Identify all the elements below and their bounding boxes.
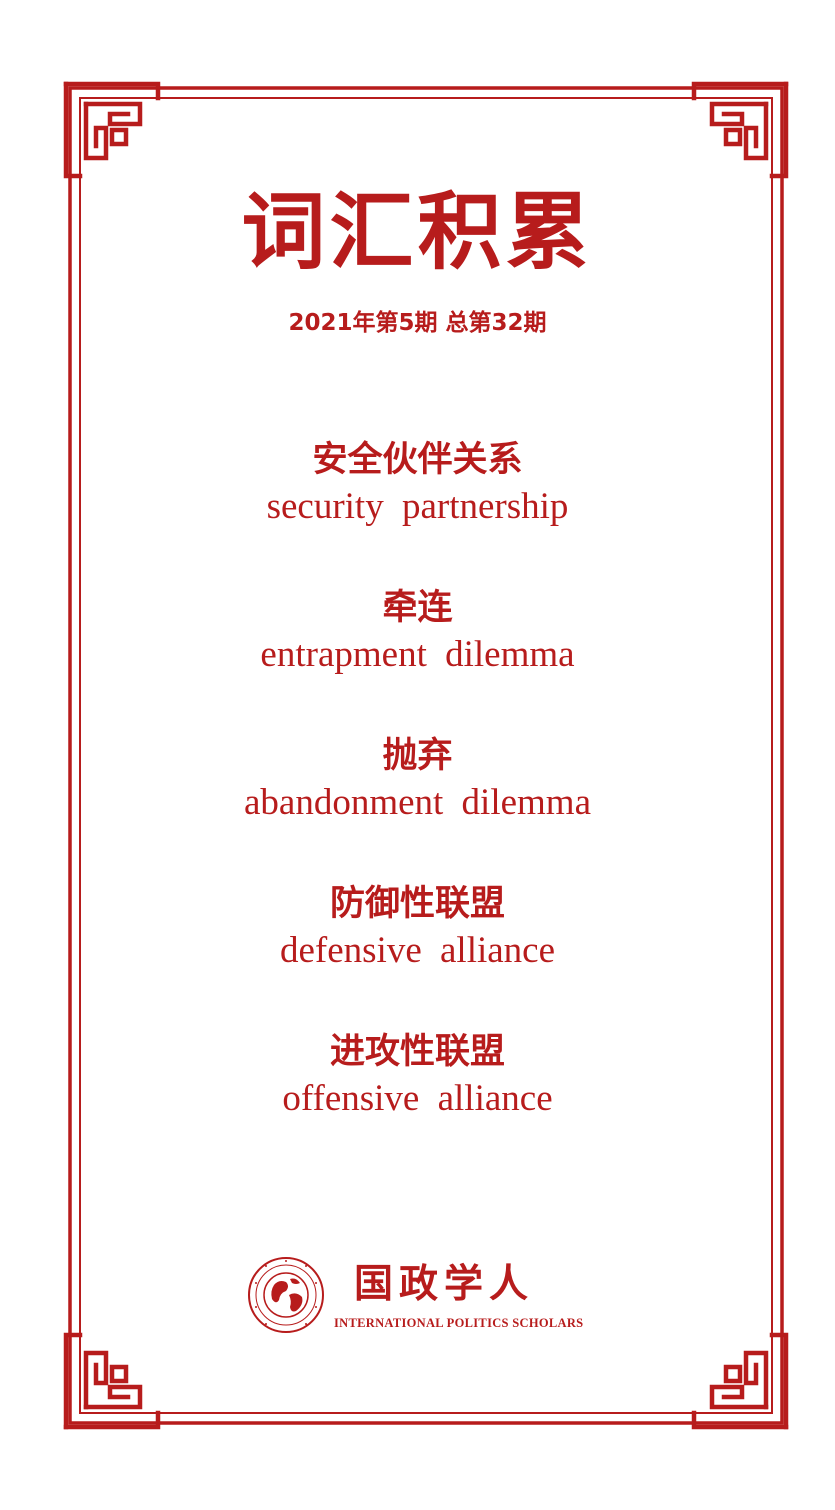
term-english: defensive alliance — [279, 930, 556, 971]
globe-seal-icon — [248, 1257, 324, 1333]
term-chinese: 抛弃 — [382, 735, 453, 776]
corner-ornament-top-right — [691, 81, 789, 179]
brand-name-english: INTERNATIONAL POLITICS SCHOLARS — [334, 1316, 584, 1330]
vocabulary-item: 防御性联盟 defensive alliance — [0, 882, 835, 1030]
term-chinese: 安全伙伴关系 — [312, 439, 523, 480]
corner-ornament-top-left — [63, 81, 161, 179]
vocabulary-list: 安全伙伴关系 security partnership 牵连 entrapmen… — [0, 438, 835, 1178]
corner-ornament-bottom-left — [63, 1332, 161, 1430]
corner-ornament-bottom-right — [691, 1332, 789, 1430]
term-chinese: 进攻性联盟 — [329, 1031, 505, 1072]
page-title: 词汇积累 — [241, 182, 594, 281]
term-english: security partnership — [266, 486, 569, 527]
vocabulary-item: 进攻性联盟 offensive alliance — [0, 1030, 835, 1178]
vocabulary-item: 抛弃 abandonment dilemma — [0, 734, 835, 882]
term-english: abandonment dilemma — [243, 782, 592, 823]
brand-name-chinese: 国政学人 — [354, 1261, 535, 1307]
vocabulary-item: 安全伙伴关系 security partnership — [0, 438, 835, 586]
term-english: entrapment dilemma — [260, 634, 575, 675]
term-chinese: 牵连 — [382, 587, 453, 628]
term-english: offensive alliance — [282, 1078, 553, 1119]
issue-number: 2021年第5期 总第32期 — [288, 310, 547, 336]
brand-block: 国政学人 INTERNATIONAL POLITICS SCHOLARS — [246, 1255, 606, 1345]
vocabulary-item: 牵连 entrapment dilemma — [0, 586, 835, 734]
term-chinese: 防御性联盟 — [329, 883, 505, 924]
